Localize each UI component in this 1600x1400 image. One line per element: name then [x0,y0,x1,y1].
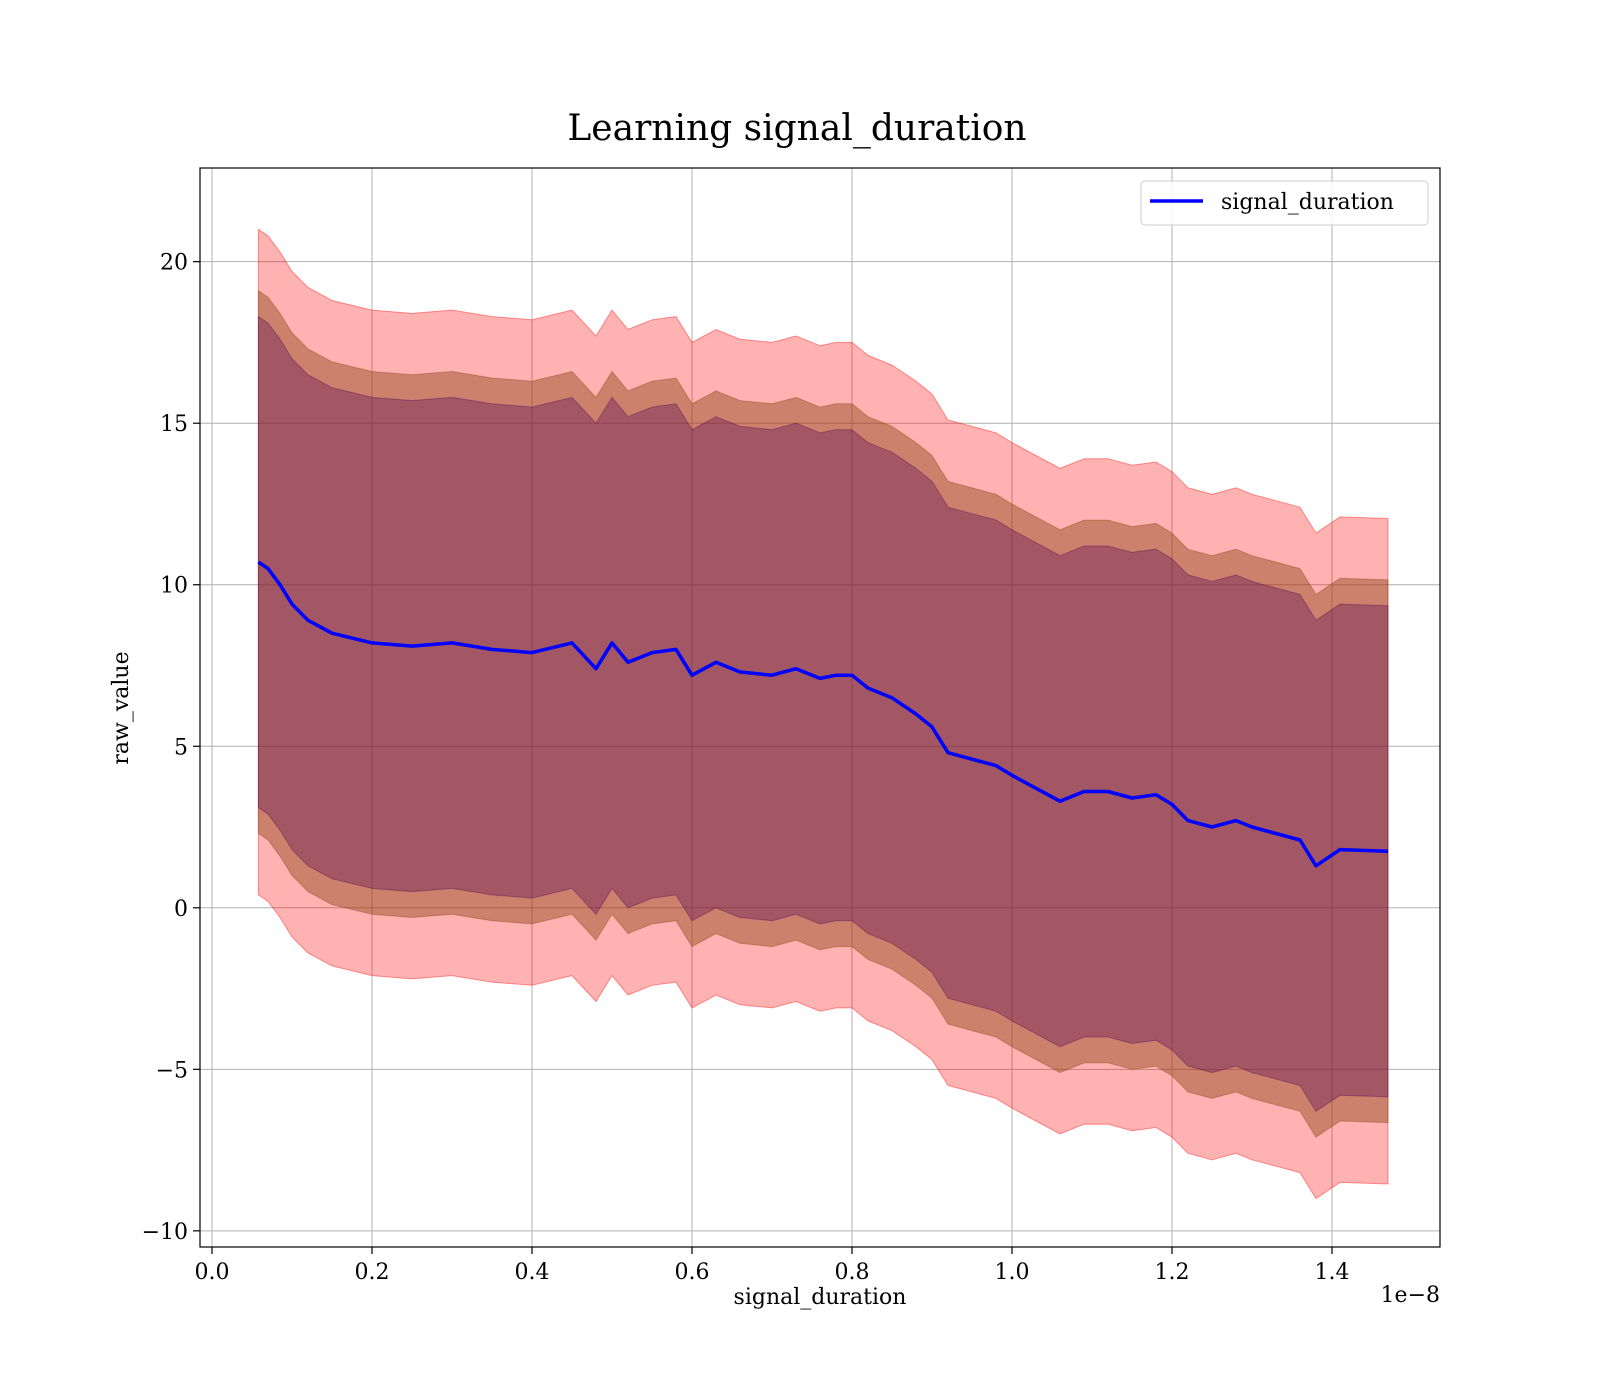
confidence-band [257,315,1389,1113]
series-line-signal_duration [257,560,1389,868]
confidence-bands [257,228,1389,1200]
y-tick-label: −10 [142,1220,188,1245]
grid [200,168,1440,1247]
legend: signal_duration [1140,180,1429,226]
y-tick-label: 5 [174,735,188,760]
confidence-band [257,289,1389,1138]
x-axis-label: signal_duration [734,1285,907,1310]
x-tick-label: 0.6 [675,1260,710,1285]
x-tick-label: 0.2 [355,1260,390,1285]
x-axis-offset-text: 1e−8 [1381,1283,1440,1308]
x-tick-label: 0.0 [195,1260,230,1285]
y-axis-label: raw_value [109,651,134,764]
chart-title: Learning signal_duration [567,108,1026,149]
confidence-band [257,228,1389,1200]
y-axis-ticks: −10 −5 0 5 10 15 20 [142,251,200,1245]
legend-label: signal_duration [1221,190,1394,215]
x-tick-label: 0.4 [515,1260,550,1285]
y-tick-label: 15 [160,412,188,437]
x-tick-label: 1.0 [995,1260,1030,1285]
y-tick-label: 20 [160,251,188,276]
legend-box [1140,180,1429,226]
x-tick-label: 1.2 [1155,1260,1190,1285]
y-tick-label: −5 [156,1058,188,1083]
y-tick-label: 0 [174,897,188,922]
series-lines [257,560,1389,868]
y-tick-label: 10 [160,574,188,599]
x-tick-label: 1.4 [1315,1260,1350,1285]
plot-frame [199,167,1441,1248]
x-tick-label: 0.8 [835,1260,870,1285]
x-axis-ticks: 0.0 0.2 0.4 0.6 0.8 1.0 1.2 1.4 [195,1247,1350,1285]
